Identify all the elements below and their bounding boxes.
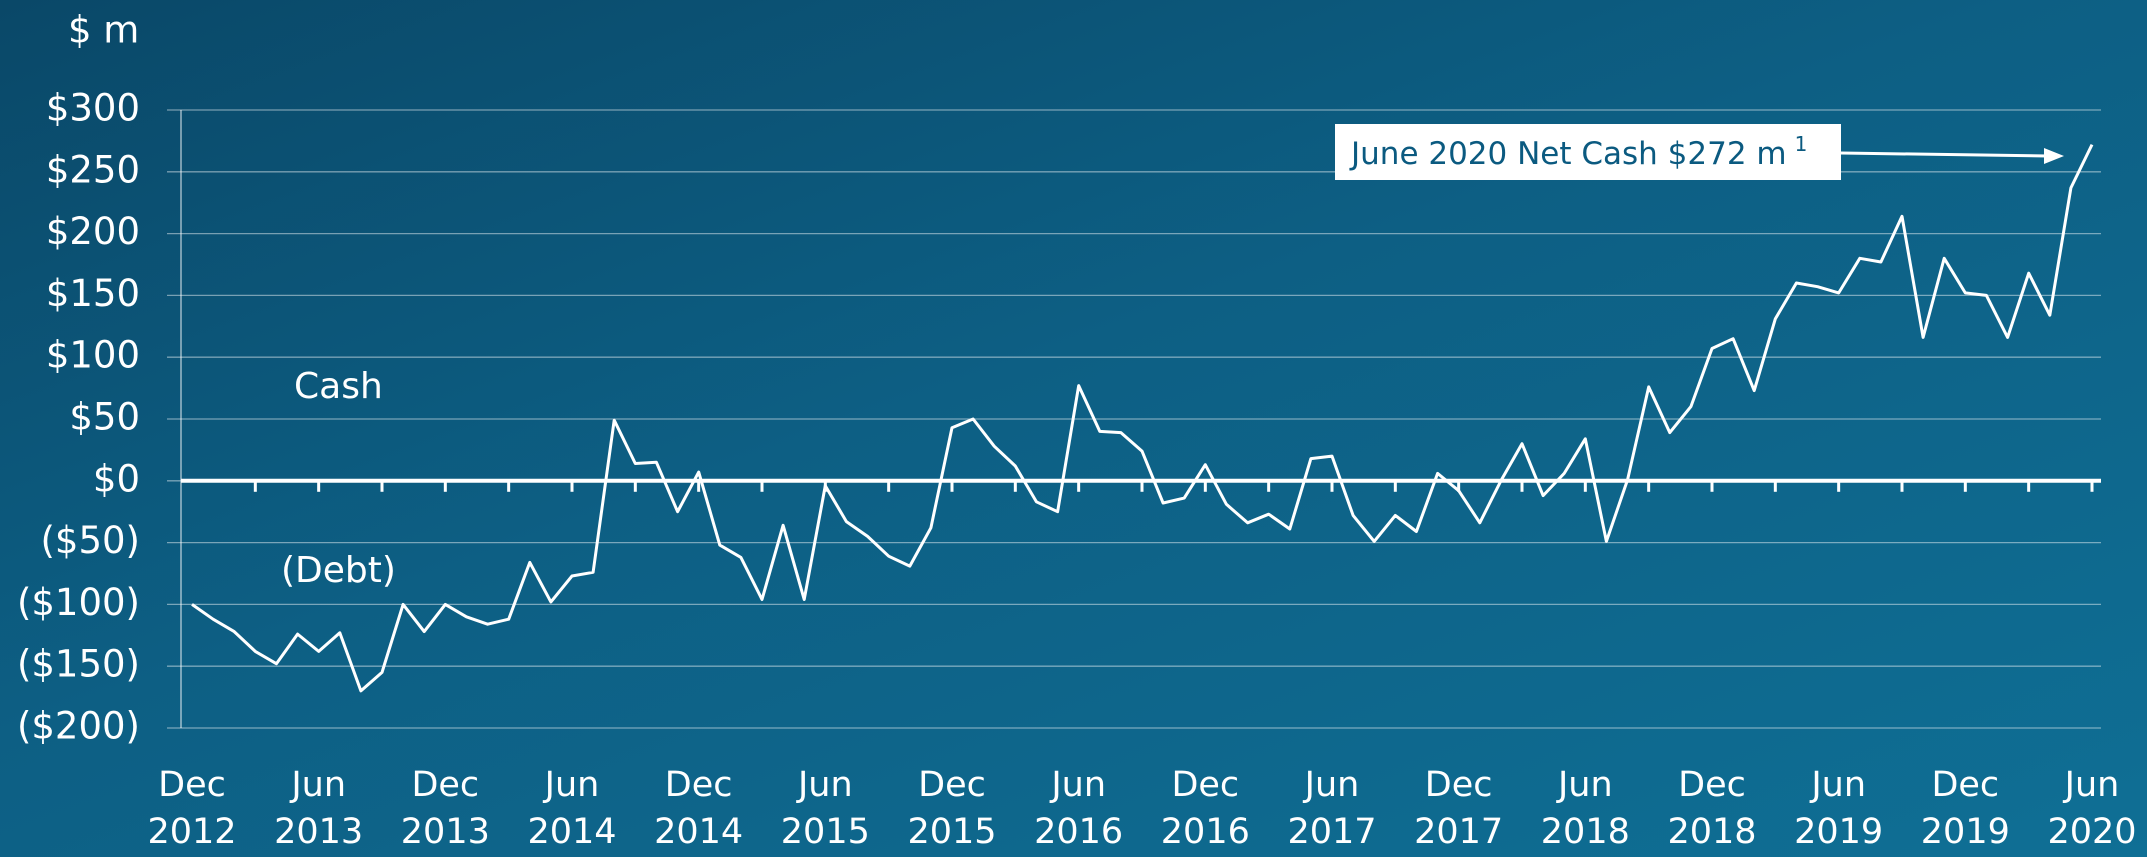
x-tick-label: Jun 2018 [1540,765,1630,852]
annotation-arrow [1840,151,2049,158]
x-tick-label: Dec 2015 [907,765,997,852]
x-tick-label: Dec 2017 [1414,765,1504,852]
x-tick-label: Jun 2013 [274,765,364,852]
x-tick-label: Jun 2016 [1034,765,1124,852]
y-tick-label: $150 [46,272,140,315]
annotation-text: June 2020 Net Cash $272 m 1 [1349,132,1807,172]
x-tick-label: Jun 2020 [2047,765,2137,852]
annotation-arrowhead [2044,148,2064,164]
annotation-footnote: 1 [1795,132,1808,156]
y-tick-label: $100 [46,334,140,377]
x-tick-label: Dec 2018 [1667,765,1757,852]
y-tick-label: ($150) [17,643,140,686]
y-tick-label: $250 [46,148,140,191]
x-tick-label: Dec 2013 [400,765,490,852]
annotation-text-main: June 2020 Net Cash $272 m [1349,136,1787,172]
y-tick-label: $50 [69,396,140,439]
y-tick-label: ($200) [17,705,140,748]
x-tick-label: Dec 2019 [1920,765,2010,852]
annotation-debt: (Debt) [281,550,396,591]
x-tick-label: Jun 2019 [1794,765,1884,852]
x-tick-label: Dec 2014 [654,765,744,852]
y-tick-label: ($50) [41,519,141,562]
annotation-cash: Cash [294,366,383,407]
data-line [191,143,2094,693]
annotation-box [1335,124,1841,180]
x-tick-label: Jun 2017 [1287,765,1377,852]
x-tick-label: Jun 2014 [527,765,617,852]
y-tick-label: ($100) [17,581,140,624]
x-tick-label: Dec 2012 [147,765,237,852]
unit-label: $ m [68,9,139,52]
y-tick-label: $0 [93,457,140,500]
y-tick-label: $300 [46,87,140,130]
y-tick-label: $200 [46,210,140,253]
x-tick-label: Dec 2016 [1160,765,1250,852]
x-tick-label: Jun 2015 [780,765,870,852]
